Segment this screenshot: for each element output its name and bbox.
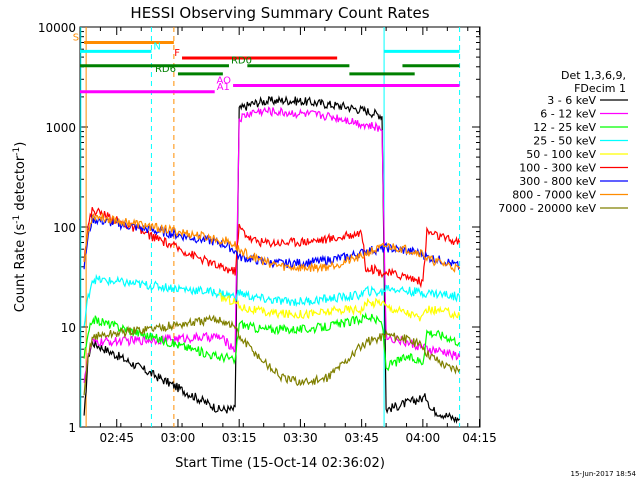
series-line	[83, 311, 461, 372]
legend-item-label: 300 - 800 keV	[519, 175, 596, 188]
legend-item-label: 3 - 6 keV	[547, 94, 596, 107]
x-axis-label: Start Time (15-Oct-14 02:36:02)	[175, 456, 385, 471]
legend-item-label: 50 - 100 keV	[526, 148, 596, 161]
x-tick-label: 04:00	[406, 431, 441, 445]
legend-item-label: 6 - 12 keV	[540, 108, 596, 121]
x-tick-label: 03:30	[283, 431, 318, 445]
y-axis: 1 10 100 1000 10000	[38, 21, 480, 435]
x-tick-label: 02:45	[99, 431, 134, 445]
legend-header-line-1: Det 1,3,6,9,	[561, 69, 626, 82]
legend-item-label: 100 - 300 keV	[519, 162, 596, 175]
y-tick-label: 1000	[45, 121, 76, 135]
y-tick-label: 1	[68, 421, 76, 435]
state-bar-label: AO	[217, 76, 232, 87]
legend-item-label: 25 - 50 keV	[533, 135, 596, 148]
x-tick-label: 03:15	[222, 431, 257, 445]
series-line	[83, 273, 461, 327]
data-series	[83, 95, 461, 424]
series-line	[83, 214, 461, 271]
state-bar-label: RD6	[155, 64, 176, 75]
y-axis-label: Count Rate (s-1 detector-1)	[12, 142, 28, 313]
y-tick-label: 10000	[38, 21, 76, 35]
chart-title: HESSI Observing Summary Count Rates	[130, 4, 429, 22]
legend-item-label: 12 - 25 keV	[533, 121, 596, 134]
legend-item-label: 800 - 7000 keV	[512, 189, 596, 202]
x-axis: 02:45 03:00 03:15 03:30 03:45 04:00 04:15	[79, 27, 497, 445]
series-line	[83, 314, 461, 396]
series-line	[83, 106, 461, 383]
state-bar-label: RD0	[231, 56, 252, 67]
state-bar-label: N	[153, 41, 160, 52]
series-line	[83, 213, 461, 274]
y-tick-label: 10	[61, 321, 76, 335]
legend-header-line-2: FDecim 1	[574, 82, 626, 95]
legend-item-label: 7000 - 20000 keV	[498, 202, 596, 215]
state-bar-label: F	[174, 48, 180, 59]
state-bar-label: A1	[217, 82, 230, 93]
x-tick-label: 03:45	[344, 431, 379, 445]
series-line	[218, 292, 461, 322]
series-line	[83, 95, 461, 424]
x-tick-label: 03:00	[161, 431, 196, 445]
x-tick-label: 04:15	[462, 431, 497, 445]
y-tick-label: 100	[53, 221, 76, 235]
state-bar-label: S	[73, 32, 79, 43]
footer-date: 15-Jun-2017 18:54	[571, 470, 637, 478]
